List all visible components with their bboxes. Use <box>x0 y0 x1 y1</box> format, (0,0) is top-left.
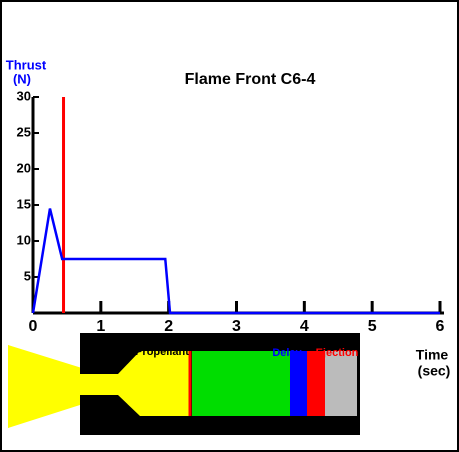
flame-tip <box>8 345 80 428</box>
x-tick-label: 2 <box>164 318 173 335</box>
propellant <box>80 351 190 416</box>
propellant-label: Propellant <box>135 346 189 358</box>
x-axis-unit: (sec) <box>418 363 451 379</box>
y-axis-unit: (N) <box>13 71 31 86</box>
engine-diagram: Propellant Delay Ejection <box>8 333 360 435</box>
thrust-line <box>31 208 440 315</box>
y-tick-label: 15 <box>17 196 31 211</box>
y-tick-label: 10 <box>17 232 31 247</box>
x-tick-label: 5 <box>368 318 377 335</box>
ejection-label: Ejection <box>316 347 359 359</box>
x-axis-label: Time <box>416 347 449 363</box>
chart-title: Flame Front C6-4 <box>185 71 316 88</box>
x-tick-label: 1 <box>96 318 105 335</box>
y-tick-label: 30 <box>17 88 31 103</box>
x-tick-label: 0 <box>29 318 38 335</box>
x-tick-label: 4 <box>300 318 309 335</box>
delay-charge <box>290 351 307 416</box>
x-tick-label: 6 <box>436 318 445 335</box>
y-tick-label: 5 <box>24 268 31 283</box>
y-tick-label: 25 <box>17 124 31 139</box>
delay-label: Delay <box>272 347 302 359</box>
y-axis-label: Thrust <box>6 57 47 72</box>
propellant-remaining <box>192 351 290 416</box>
y-tick-label: 20 <box>17 160 31 175</box>
casing-end <box>325 351 357 416</box>
ejection-charge <box>307 351 325 416</box>
x-tick-label: 3 <box>232 318 241 335</box>
